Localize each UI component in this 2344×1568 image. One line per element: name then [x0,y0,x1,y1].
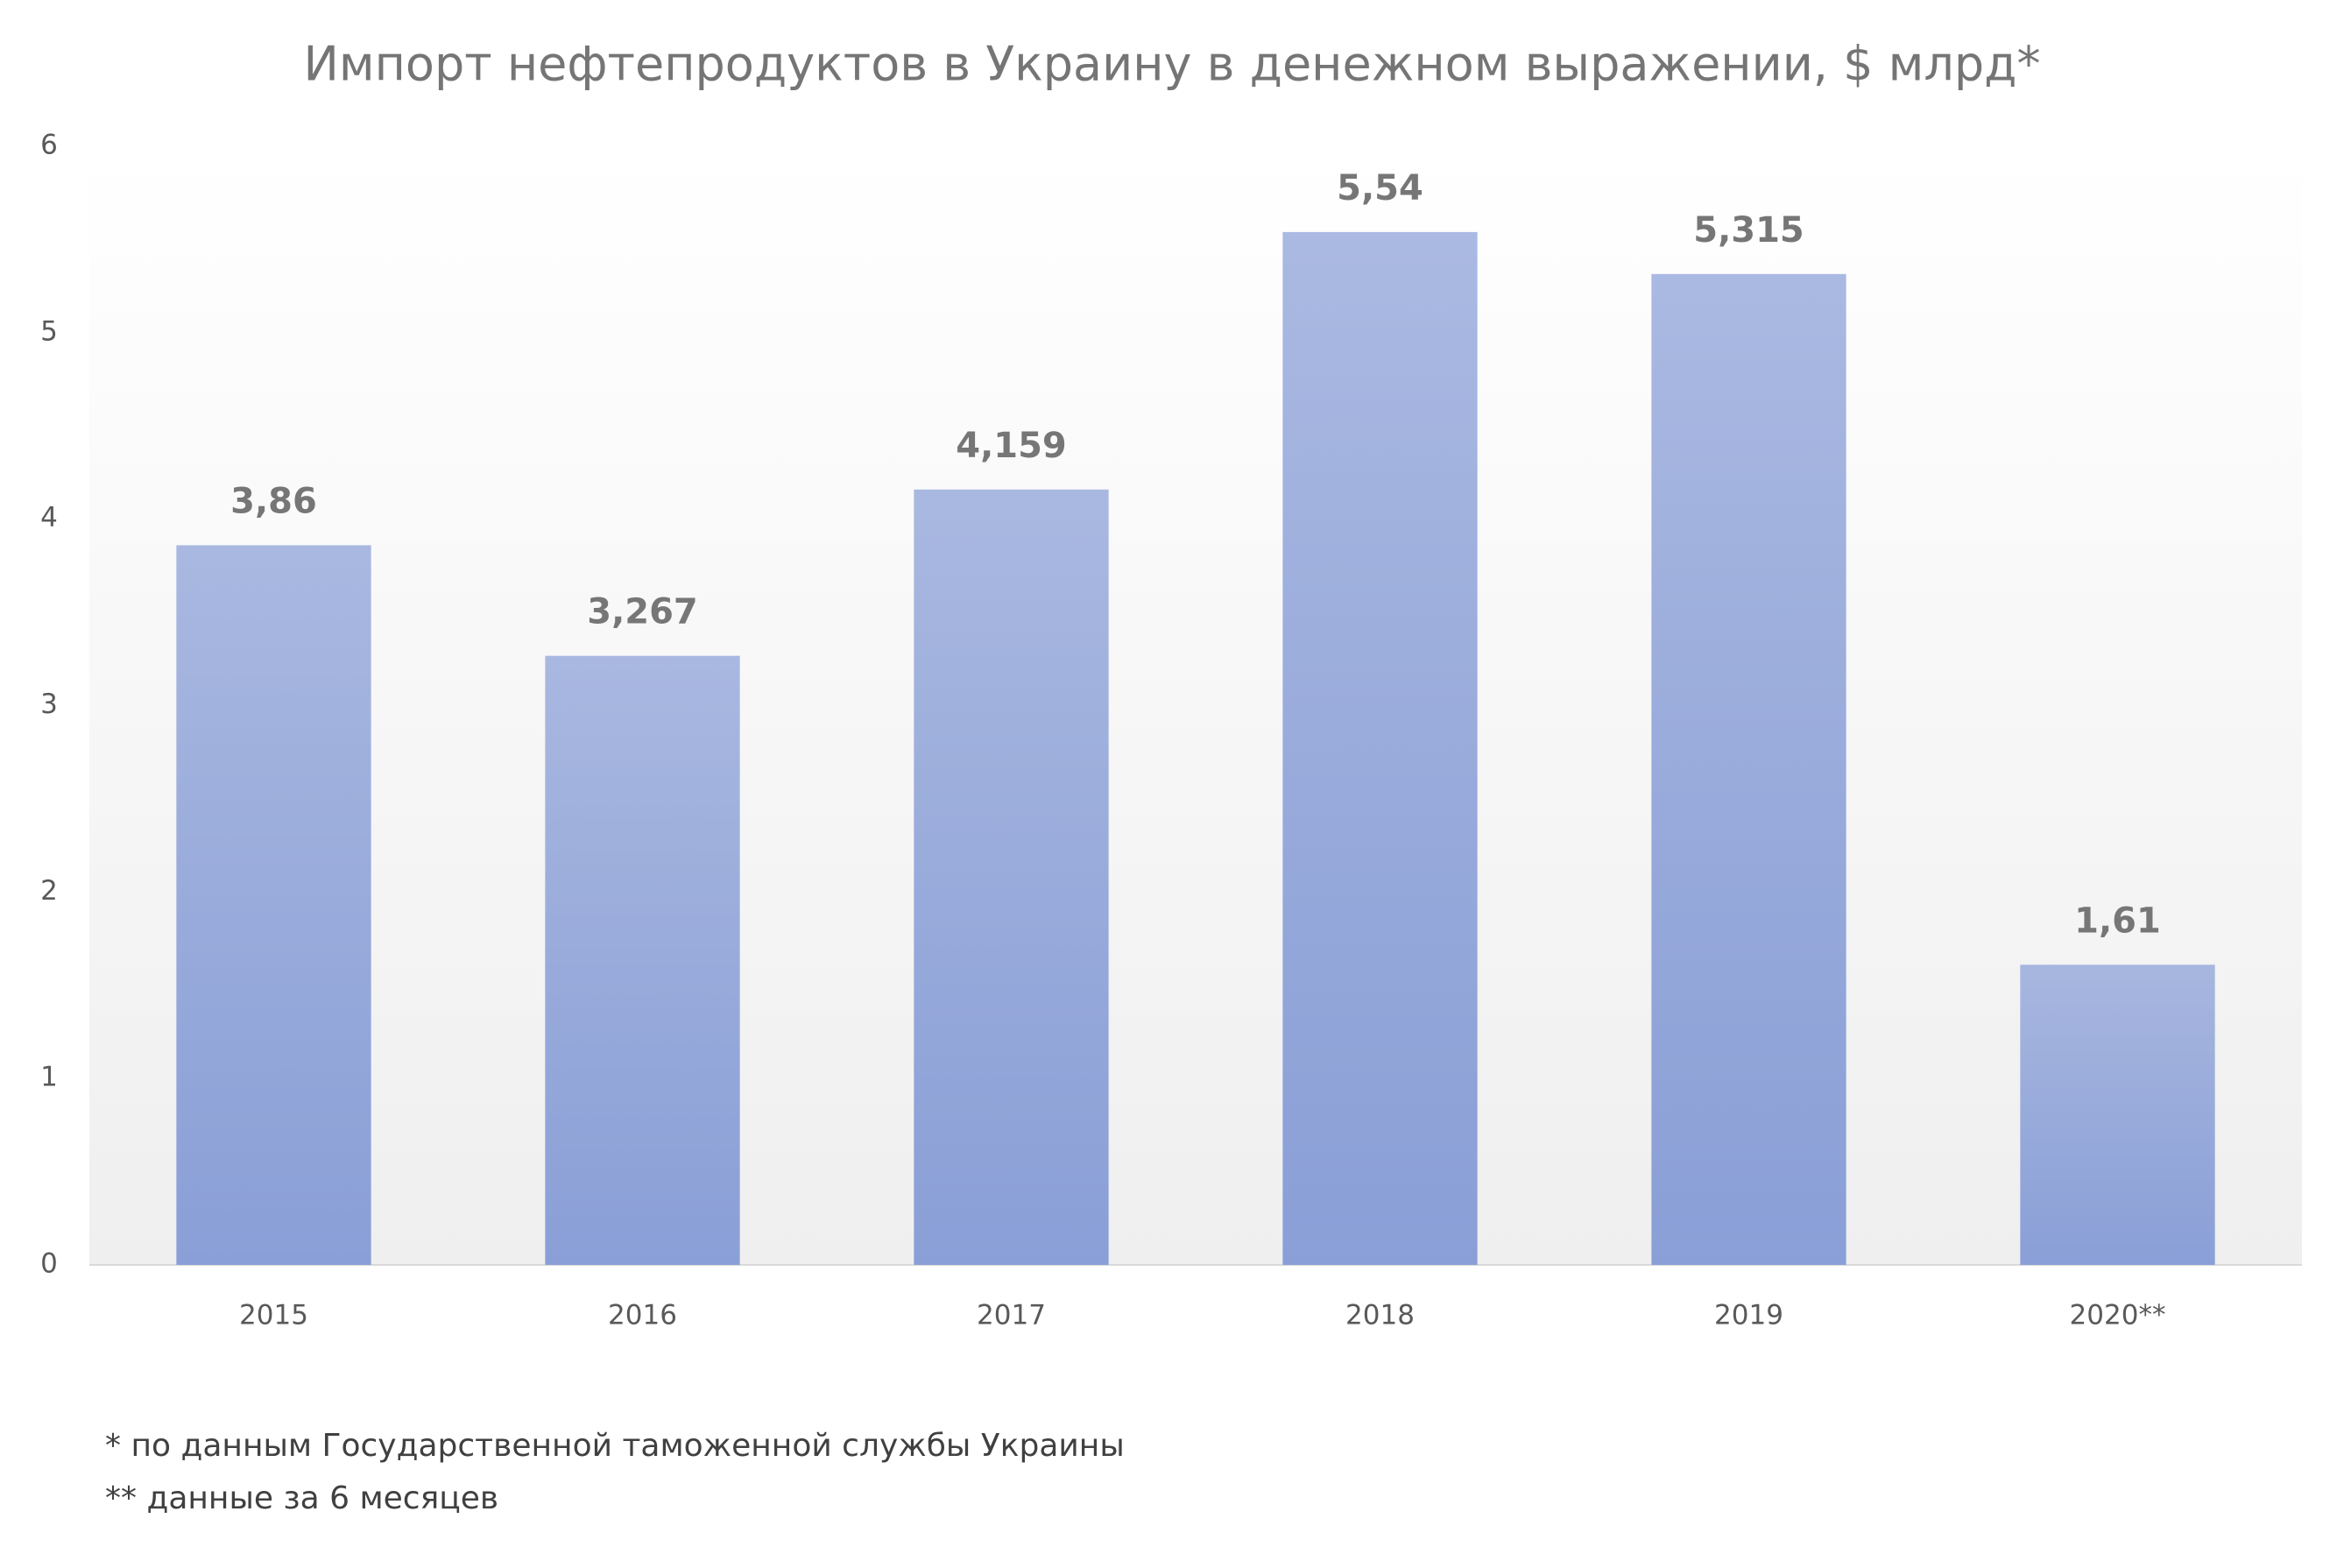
plot-background [89,146,2302,1265]
footnote: ** данные за 6 месяцев [105,1480,498,1516]
value-label: 1,61 [2074,901,2161,941]
value-label: 3,86 [230,481,317,521]
y-tick-label: 1 [40,1062,58,1093]
value-label: 3,267 [587,592,698,632]
y-tick-label: 5 [40,315,58,347]
bar [1651,273,1846,1266]
bar [545,655,740,1265]
bar [2020,964,2215,1265]
x-tick-label: 2015 [239,1300,308,1331]
bar [176,545,371,1265]
footnote: * по данным Государственной таможенной с… [105,1428,1125,1464]
y-tick-label: 6 [40,130,58,161]
x-tick-label: 2017 [977,1300,1046,1331]
x-tick-label: 2019 [1714,1300,1783,1331]
y-tick-label: 3 [40,689,58,720]
y-tick-label: 2 [40,875,58,907]
value-label: 4,159 [956,426,1067,466]
x-tick-label: 2016 [608,1300,677,1331]
y-tick-label: 0 [40,1248,58,1280]
y-tick-label: 4 [40,502,58,533]
x-tick-label: 2018 [1345,1300,1415,1331]
bar [914,489,1109,1265]
bar [1282,231,1478,1265]
chart-title: Импорт нефтепродуктов в Украину в денежн… [303,37,2040,92]
x-tick-label: 2020** [2070,1300,2166,1331]
value-label: 5,315 [1693,210,1804,251]
value-label: 5,54 [1337,168,1423,208]
